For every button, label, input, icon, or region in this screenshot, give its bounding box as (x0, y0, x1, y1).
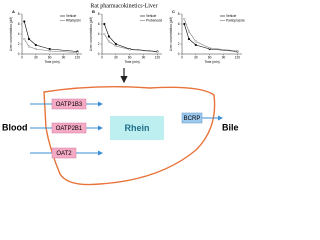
series-line (24, 38, 78, 53)
y-tick-label: 6 (178, 22, 180, 26)
data-point (114, 44, 117, 48)
data-point (187, 30, 191, 33)
x-tick-label: 60 (208, 55, 212, 59)
series-line (24, 21, 78, 52)
y-tick-label: 4 (178, 32, 180, 36)
x-tick-label: 30 (34, 55, 38, 59)
y-axis-label: Liver concentration (μM) (89, 17, 93, 51)
transporter-label: OATP1B3 (56, 102, 83, 108)
y-tick-label: 0 (98, 52, 100, 56)
data-point (48, 49, 51, 53)
x-tick-label: 60 (128, 55, 132, 59)
x-tick-label: 60 (48, 55, 52, 59)
data-point (76, 51, 79, 54)
y-tick-label: 6 (18, 22, 20, 26)
x-axis-label: Time (min) (204, 60, 219, 64)
data-point (27, 45, 31, 48)
y-tick-label: 0 (18, 52, 20, 56)
y-tick-label: 4 (98, 32, 100, 36)
y-tick-label: 2 (98, 42, 100, 46)
data-point (183, 22, 186, 26)
panel-label: C (172, 9, 175, 14)
data-point (23, 37, 26, 41)
y-tick-label: 0 (178, 52, 180, 56)
y-tick-label: 8 (98, 12, 100, 16)
data-point (103, 32, 106, 36)
x-tick-label: 120 (75, 55, 81, 59)
x-tick-label: 90 (62, 55, 66, 59)
transporter-box (51, 147, 77, 159)
data-point (156, 50, 159, 54)
y-axis-label: Liver concentration (μM) (169, 17, 173, 51)
liver-outline (43, 85, 216, 186)
data-point (34, 47, 37, 51)
x-axis-label: Time (min) (44, 60, 59, 64)
x-tick-label: 30 (194, 55, 198, 59)
y-tick-label: 8 (178, 12, 180, 16)
drug-box (110, 116, 164, 140)
panels: A Liver concentration (μM) Time (min) 0 2 4 6 8… (9, 9, 245, 64)
data-point (34, 43, 37, 47)
legend-label: Vehicle (226, 14, 237, 18)
uptake-transporters: OATP1B3 OATP2B1 OAT2 (30, 98, 103, 159)
x-tick-label: 120 (155, 55, 161, 59)
series-line (184, 23, 238, 52)
transporter-box (51, 122, 87, 134)
legend-label: Pantoprazole (226, 18, 245, 22)
y-tick-label: 4 (18, 32, 20, 36)
series-line (104, 23, 158, 52)
data-point (128, 48, 131, 51)
data-point (183, 17, 186, 21)
x-tick-label: 30 (114, 55, 118, 59)
legend-label: Vehicle (66, 14, 77, 18)
panel-label: A (12, 9, 15, 14)
data-point (187, 37, 191, 41)
x-tick-label: 0 (181, 55, 183, 59)
data-point (114, 42, 117, 46)
y-tick-label: 2 (178, 42, 180, 46)
data-point (107, 35, 111, 38)
transporter-label: OAT2 (56, 151, 72, 157)
transporter-label: OATP2B1 (56, 126, 83, 132)
y-tick-label: 2 (18, 42, 20, 46)
blood-label: Blood (2, 122, 28, 132)
panel-label: B (92, 9, 95, 14)
y-tick-label: 8 (18, 12, 20, 16)
x-tick-label: 90 (142, 55, 146, 59)
x-axis-label: Time (min) (124, 60, 139, 64)
efflux-box (181, 112, 203, 124)
x-tick-label: 0 (101, 55, 103, 59)
figure: Rat pharmacokinetics-Liver A Liver concen… (2, 3, 245, 186)
data-point (208, 46, 211, 50)
y-axis-label: Liver concentration (μM) (9, 17, 13, 51)
legend-label: Rifampicin (66, 18, 81, 22)
legend-label: Vehicle (146, 14, 157, 18)
data-point (194, 40, 197, 43)
series-line (184, 18, 238, 52)
data-point (194, 43, 197, 47)
efflux-label: BCRP (184, 116, 201, 122)
figure-title: Rat pharmacokinetics-Liver (90, 3, 157, 9)
legend-label: Probenecid (146, 18, 162, 22)
data-point (236, 49, 239, 53)
y-tick-label: 6 (98, 22, 100, 26)
data-point (103, 22, 106, 26)
data-point (48, 47, 51, 51)
x-tick-label: 0 (21, 55, 23, 59)
x-tick-label: 120 (235, 55, 241, 59)
data-point (27, 37, 31, 41)
drug-label: Rhein (124, 123, 149, 133)
transporter-box (51, 98, 87, 110)
data-point (23, 20, 26, 23)
x-tick-label: 90 (222, 55, 226, 59)
bile-label: Bile (222, 122, 239, 132)
data-point (107, 40, 111, 43)
